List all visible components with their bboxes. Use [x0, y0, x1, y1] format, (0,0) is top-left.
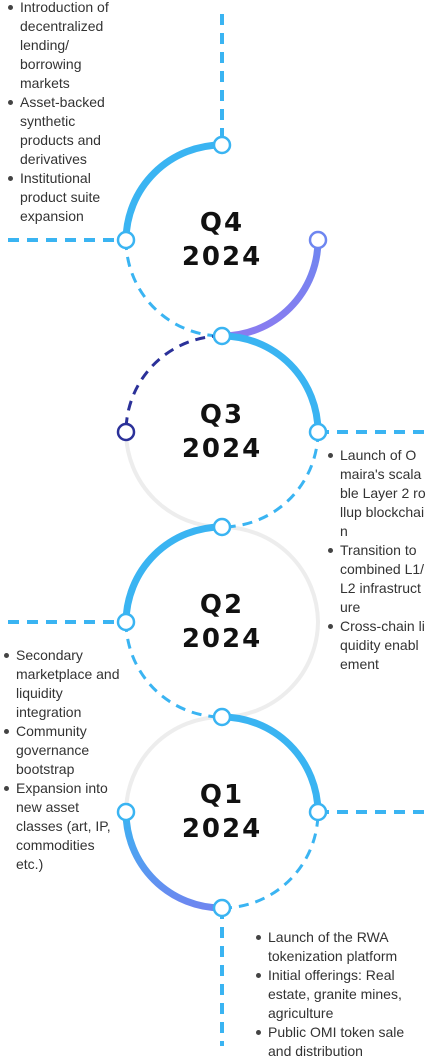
node-q3-right [308, 422, 328, 442]
q3-milestone-3: Cross-chain liquidity enablement [326, 617, 426, 674]
q3-milestone-2: Transition to combined L1/L2 infrastruct… [326, 541, 426, 617]
node-q3-left [116, 422, 136, 442]
q3-year: 2024 [181, 434, 263, 464]
node-q4-left [116, 230, 136, 250]
q4-milestone-2: Asset-backed synthetic products and deri… [6, 93, 124, 169]
q2-year: 2024 [181, 624, 263, 654]
q2-dashed-arc [124, 621, 223, 719]
q1-dashed-arc [221, 811, 320, 910]
q2-milestone-3: Expansion into new asset classes (art, I… [2, 779, 120, 874]
node-q1-bottom [212, 898, 232, 918]
q4-milestone-1: Introduction of decentralized lending/ b… [6, 0, 124, 93]
q2-milestone-1: Secondary marketplace and liquidity inte… [2, 646, 120, 722]
q2-solid-arc [122, 523, 226, 626]
q1-bottom-arc [122, 808, 226, 912]
q1-year: 2024 [181, 814, 263, 844]
q2-track-arc [221, 525, 321, 719]
q1-milestone-list: Launch of the RWA tokenization platform … [254, 928, 424, 1061]
q1-milestone-3: Public OMI token sale and distribution [254, 1023, 424, 1061]
q2-quarter: Q2 [199, 590, 245, 620]
q3-dashed-arc-navy [124, 334, 223, 433]
q4-hook-arc [218, 236, 322, 340]
q4-quarter: Q4 [199, 208, 245, 238]
q2-label: Q2 2024 [152, 588, 292, 656]
q3-quarter: Q3 [199, 400, 245, 430]
q3-dashed-arc [221, 431, 320, 529]
q4-solid-arc [122, 141, 226, 244]
q1-solid-arc [218, 713, 322, 816]
node-q3-top [212, 326, 232, 346]
node-q2-left [116, 612, 136, 632]
node-q2-top [212, 517, 232, 537]
q4-milestone-3: Institutional product suite expansion [6, 169, 124, 226]
q3-milestone-list: Launch of Omaira's scalable Layer 2 roll… [326, 446, 426, 674]
q4-label: Q4 2024 [152, 206, 292, 274]
q3-milestone-1: Launch of Omaira's scalable Layer 2 roll… [326, 446, 426, 541]
q1-milestone-1: Launch of the RWA tokenization platform [254, 928, 424, 966]
node-q1-top [212, 707, 232, 727]
q1-milestone-2: Initial offerings: Real estate, granite … [254, 966, 424, 1023]
q4-dashed-arc [124, 239, 223, 338]
q3-track-arc [124, 431, 223, 529]
q3-solid-arc [218, 332, 322, 436]
node-q4-top [212, 135, 232, 155]
q4-year: 2024 [181, 242, 263, 272]
q3-label: Q3 2024 [152, 398, 292, 466]
node-q4-right [308, 230, 328, 250]
q1-label: Q1 2024 [152, 778, 292, 846]
q1-quarter: Q1 [199, 780, 245, 810]
node-q1-right [308, 802, 328, 822]
q1-track-arc [124, 715, 223, 813]
q4-milestone-list: Introduction of decentralized lending/ b… [6, 0, 124, 226]
q2-milestone-2: Community governance bootstrap [2, 722, 120, 779]
q2-milestone-list: Secondary marketplace and liquidity inte… [2, 646, 120, 874]
node-q1-left [116, 802, 136, 822]
